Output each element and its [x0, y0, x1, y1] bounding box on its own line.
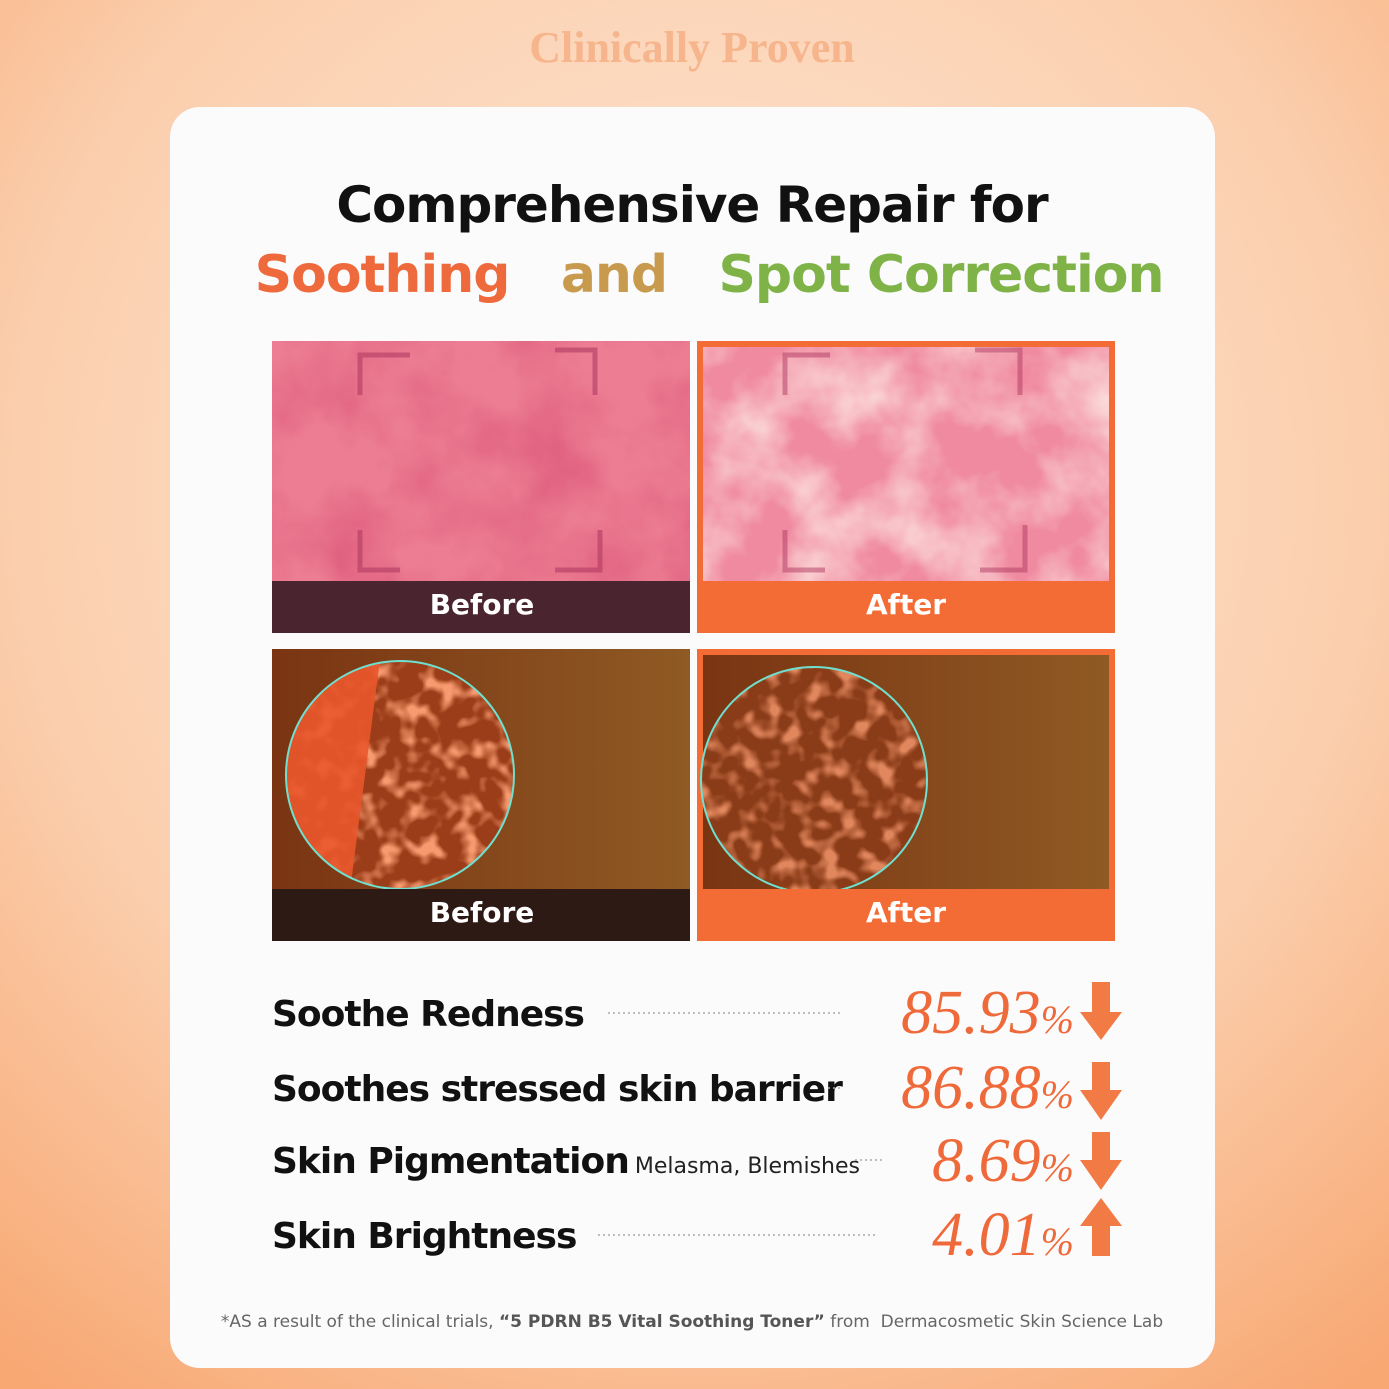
stat-note: Melasma, Blemishes: [635, 1154, 860, 1179]
value: 8.69: [932, 1127, 1041, 1195]
footnote: *AS a result of the clinical trials, “5 …: [221, 1312, 1163, 1332]
unit: %: [1041, 1145, 1074, 1190]
image-label: Before: [430, 588, 535, 621]
image-label: Before: [430, 896, 535, 929]
arrow-up: [1080, 1198, 1122, 1256]
stat-value: 86.88%: [901, 1054, 1074, 1122]
stat-value: 8.69%: [932, 1127, 1074, 1195]
footnote-part: from Dermacosmetic Skin Science Lab: [830, 1312, 1163, 1332]
stat-row: Soothes stressed skin barrier 86.88%: [272, 1054, 1122, 1122]
value: 85.93: [901, 979, 1041, 1047]
image-before-pigment: Before: [272, 649, 690, 941]
unit: %: [1041, 1219, 1074, 1264]
stat-label: Soothes stressed skin barrier: [272, 1069, 843, 1110]
value: 86.88: [901, 1054, 1041, 1122]
image-label: After: [866, 896, 946, 929]
image-after-redness: After: [697, 341, 1115, 633]
footnote-product: “5 PDRN B5 Vital Soothing Toner”: [499, 1312, 825, 1332]
image-before-redness: Before: [272, 341, 690, 633]
stat-value: 4.01%: [932, 1201, 1074, 1269]
stat-value: 85.93%: [901, 979, 1074, 1047]
stat-row: Skin Brightness 4.01%: [272, 1198, 1122, 1269]
arrow-down: [1080, 982, 1122, 1040]
stat-label: Skin Brightness: [272, 1216, 576, 1257]
arrow-down: [1080, 1062, 1122, 1120]
image-label: After: [866, 588, 946, 621]
stat-label: Soothe Redness: [272, 994, 584, 1035]
stat-row: Skin Pigmentation Melasma, Blemishes 8.69…: [272, 1127, 1122, 1195]
arrow-down: [1080, 1132, 1122, 1190]
footnote-part: *AS a result of the clinical trials,: [221, 1312, 494, 1332]
value: 4.01: [932, 1201, 1041, 1269]
unit: %: [1041, 1072, 1074, 1117]
page-title: Clinically Proven: [529, 23, 855, 72]
unit: %: [1041, 997, 1074, 1042]
stat-label-group: Skin Pigmentation Melasma, Blemishes: [272, 1141, 860, 1182]
image-after-pigment: After: [697, 649, 1115, 941]
stat-row: Soothe Redness 85.93%: [272, 979, 1122, 1047]
heading-line1: Comprehensive Repair for: [336, 176, 1049, 234]
heading-word: and: [561, 245, 667, 305]
stat-label: Skin Pigmentation: [272, 1141, 629, 1182]
heading-line2: Soothing and Spot Correction: [203, 245, 1180, 305]
heading-word: Spot Correction: [718, 245, 1163, 305]
heading-word: Soothing: [255, 245, 510, 305]
